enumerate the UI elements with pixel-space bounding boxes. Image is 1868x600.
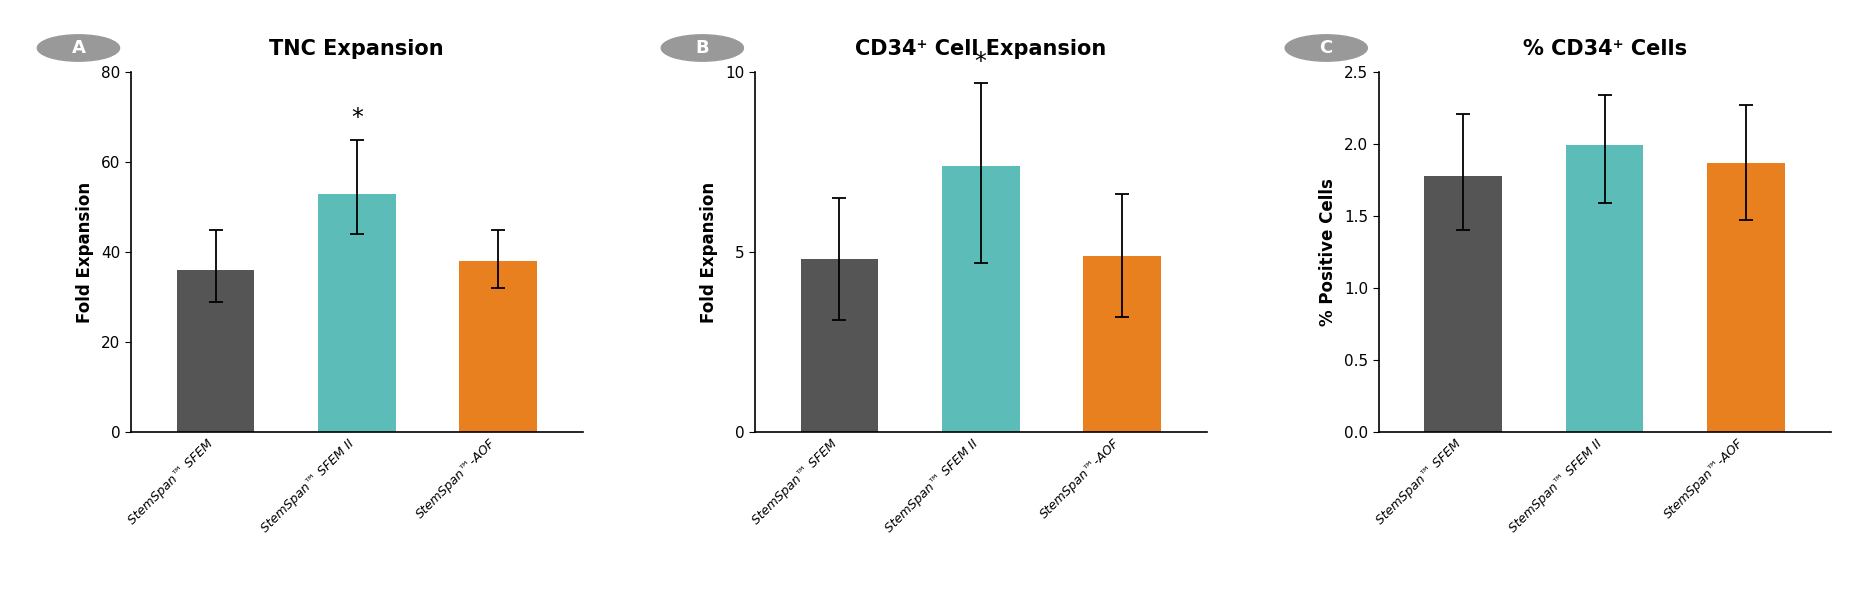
- Text: C: C: [1319, 39, 1334, 57]
- Y-axis label: % Positive Cells: % Positive Cells: [1319, 178, 1337, 326]
- Bar: [1707, 163, 1784, 432]
- Bar: [941, 166, 1020, 432]
- Bar: [318, 193, 396, 432]
- Text: A: A: [71, 39, 86, 57]
- Title: CD34⁺ Cell Expansion: CD34⁺ Cell Expansion: [856, 40, 1106, 59]
- Title: % CD34⁺ Cells: % CD34⁺ Cells: [1522, 40, 1687, 59]
- Text: *: *: [351, 107, 362, 130]
- Bar: [801, 259, 878, 432]
- Y-axis label: Fold Expansion: Fold Expansion: [77, 181, 93, 323]
- Title: TNC Expansion: TNC Expansion: [269, 40, 445, 59]
- Bar: [177, 270, 254, 432]
- Text: *: *: [975, 50, 986, 74]
- Text: B: B: [695, 39, 710, 57]
- Y-axis label: Fold Expansion: Fold Expansion: [700, 181, 717, 323]
- Bar: [1425, 176, 1502, 432]
- Bar: [1083, 256, 1160, 432]
- Bar: [460, 261, 536, 432]
- Bar: [1565, 145, 1644, 432]
